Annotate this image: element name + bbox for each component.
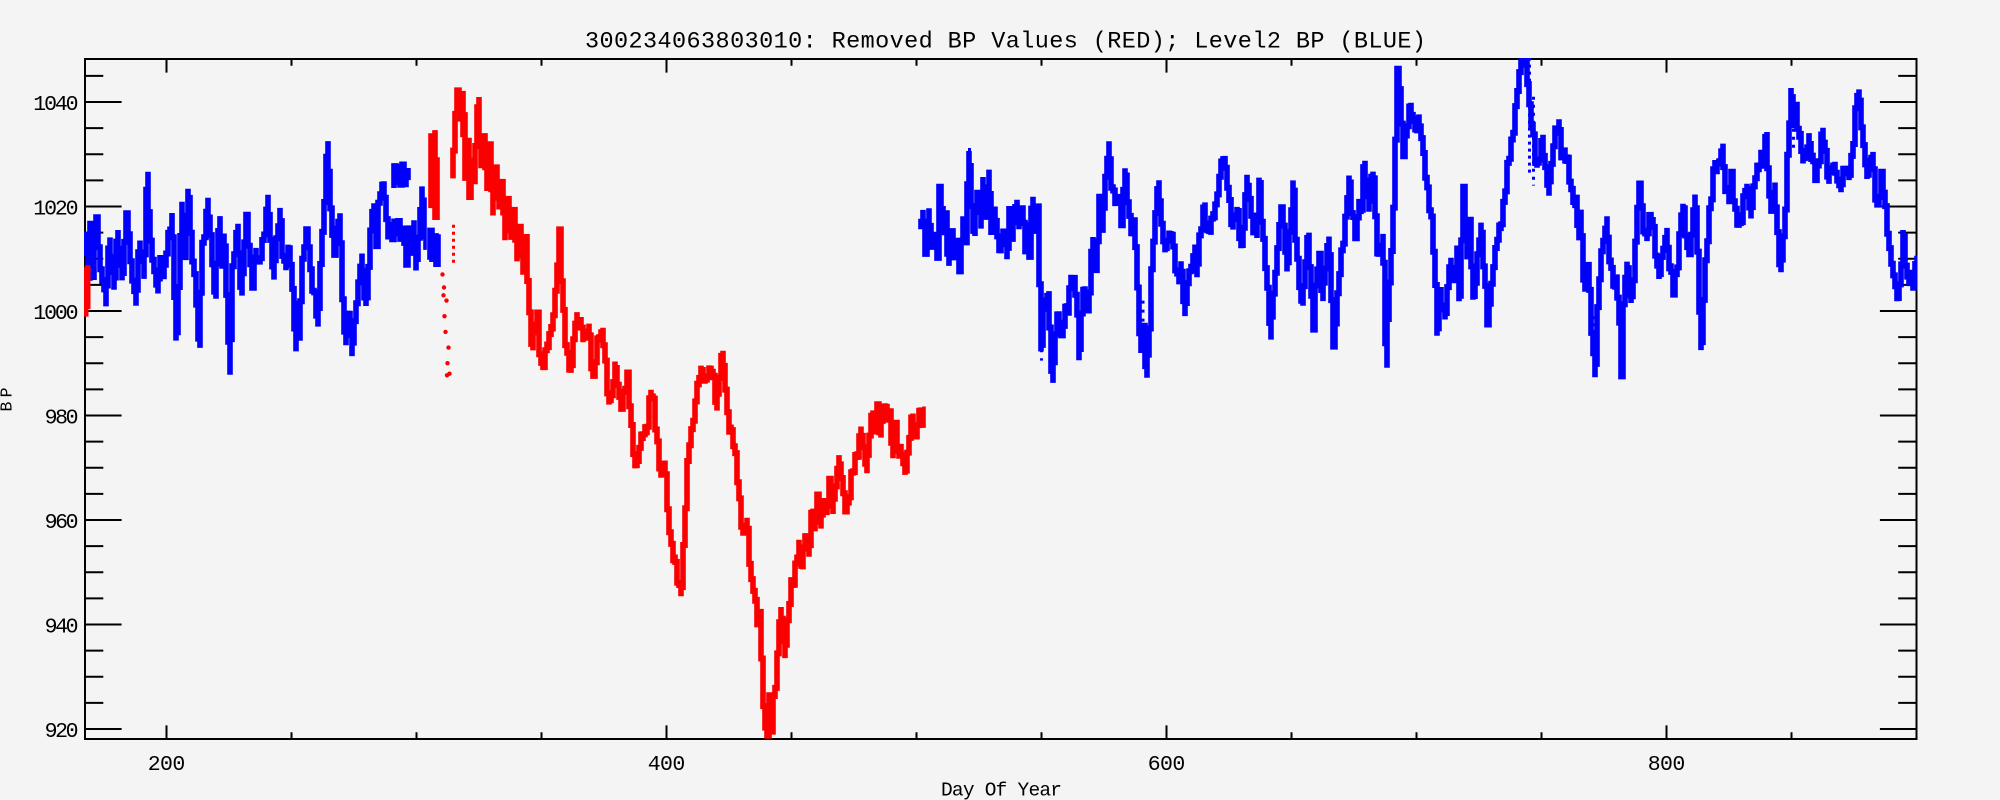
svg-text:940: 940 xyxy=(45,615,79,639)
svg-text:Day Of Year: Day Of Year xyxy=(941,780,1062,800)
svg-text:1040: 1040 xyxy=(33,93,78,117)
svg-text:1000: 1000 xyxy=(33,302,78,326)
svg-text:960: 960 xyxy=(45,511,79,535)
svg-text:300234063803010: Removed BP Va: 300234063803010: Removed BP Values (RED)… xyxy=(585,29,1426,56)
svg-text:600: 600 xyxy=(1148,753,1186,777)
svg-text:400: 400 xyxy=(648,753,686,777)
svg-text:800: 800 xyxy=(1648,753,1686,777)
svg-text:1020: 1020 xyxy=(33,197,78,221)
svg-text:200: 200 xyxy=(148,753,186,777)
svg-text:980: 980 xyxy=(45,406,79,430)
svg-text:920: 920 xyxy=(45,720,79,744)
